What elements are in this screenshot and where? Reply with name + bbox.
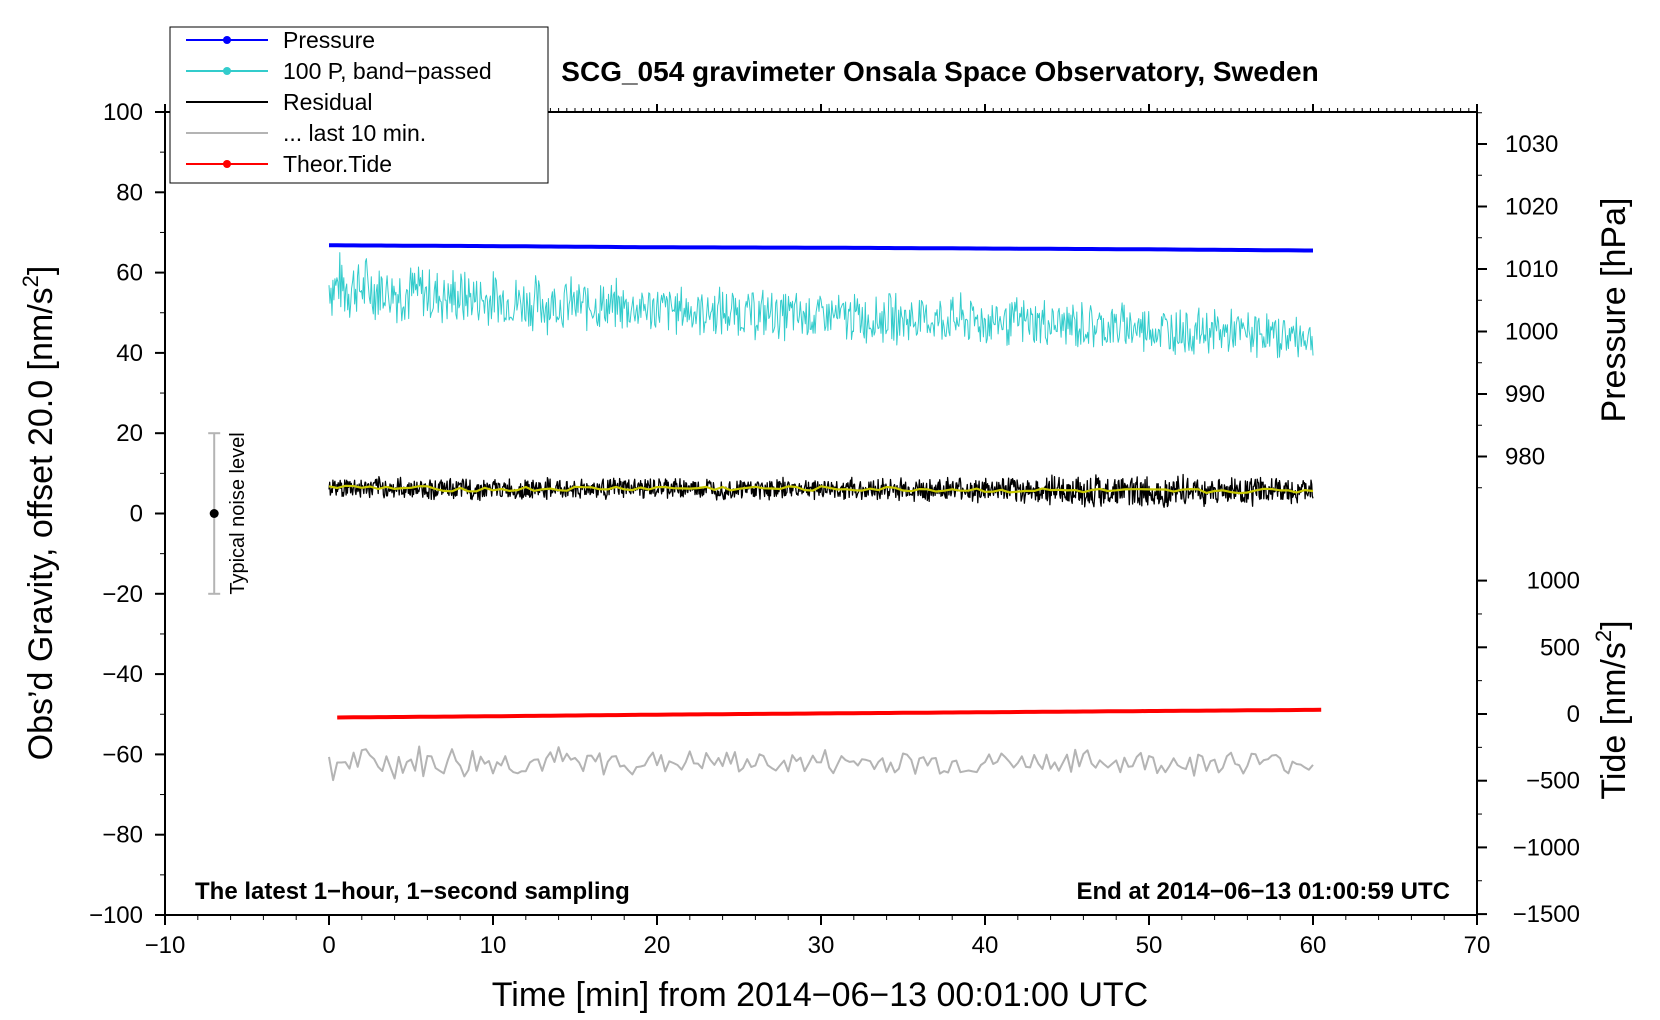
- pressure-tick-label: 1030: [1505, 131, 1558, 158]
- x-tick-label: 30: [808, 932, 835, 959]
- y-left-axis-ticks: 100 80 60 40 20 0 −20 −40 −60 −80 −100: [89, 99, 165, 929]
- tide-tick-label: 1000: [1527, 568, 1580, 595]
- tide-label-end: ]: [1595, 620, 1633, 629]
- legend-marker-100-p-band-passed: [223, 67, 231, 75]
- legend-marker-pressure: [223, 36, 231, 44]
- noise-bar-center-dot: [209, 509, 219, 518]
- pressure-tick-label: 1020: [1505, 194, 1558, 221]
- legend-label-residual: Residual: [283, 89, 373, 115]
- chart-title: SCG_054 gravimeter Onsala Space Observat…: [561, 56, 1318, 87]
- y-tick-label: −100: [89, 902, 143, 929]
- pressure-tick-label: 980: [1505, 444, 1545, 471]
- pressure-axis-label: Pressure [hPa]: [1595, 198, 1633, 423]
- annotation-right: End at 2014−06−13 01:00:59 UTC: [1076, 878, 1450, 905]
- tide-tick-label: 500: [1540, 634, 1580, 661]
- legend-label-theor-tide: Theor.Tide: [283, 151, 392, 177]
- y-left-label-sup: 2: [18, 275, 43, 287]
- y-tick-label: −40: [102, 661, 143, 688]
- tide-tick-label: −1000: [1513, 834, 1580, 861]
- pressure-axis-ticks: 1030 1020 1010 1000 990 980: [1477, 112, 1558, 489]
- pressure-tick-label: 1010: [1505, 256, 1558, 283]
- y-tick-label: 100: [103, 99, 143, 126]
- x-tick-label: −10: [145, 932, 186, 959]
- legend-label-100-p-band-passed: 100 P, band−passed: [283, 58, 492, 84]
- series-layer: [328, 243, 1322, 782]
- x-tick-label: 50: [1136, 932, 1163, 959]
- series-line-theor-tide: [337, 707, 1322, 720]
- x-tick-label: 60: [1300, 932, 1327, 959]
- legend: Pressure 100 P, band−passed Residual ... la…: [169, 26, 549, 184]
- y-tick-label: 80: [116, 179, 143, 206]
- series-line-residual-smoothed: [328, 484, 1314, 495]
- noise-bar-label: Typical noise level: [227, 432, 249, 594]
- x-tick-label: 20: [644, 932, 671, 959]
- x-axis-ticks: −10 0 10 20 30 40 50 60 70: [145, 104, 1491, 959]
- tide-label-main: Tide [nm/s: [1595, 642, 1633, 799]
- x-axis-label: Time [min] from 2014−06−13 00:01:00 UTC: [492, 976, 1148, 1014]
- legend-label-pressure: Pressure: [283, 27, 375, 53]
- tide-tick-label: 0: [1567, 701, 1580, 728]
- tide-tick-label: −500: [1526, 768, 1580, 795]
- legend-marker-theor-tide: [223, 160, 231, 168]
- y-tick-label: −20: [102, 581, 143, 608]
- y-tick-label: 20: [116, 420, 143, 447]
- y-tick-label: −60: [102, 741, 143, 768]
- y-tick-label: 60: [116, 260, 143, 287]
- tide-axis-ticks: 1000 500 0 −500 −1000 −1500: [1477, 568, 1580, 928]
- series-line-pressure: [329, 243, 1313, 253]
- y-tick-label: 40: [116, 340, 143, 367]
- y-tick-label: −80: [102, 822, 143, 849]
- annotation-left: The latest 1−hour, 1−second sampling: [195, 878, 630, 905]
- series-line-last-10-min: [328, 745, 1314, 782]
- x-tick-label: 0: [322, 932, 335, 959]
- pressure-tick-label: 990: [1505, 381, 1545, 408]
- tide-label-sup: 2: [1591, 630, 1616, 642]
- y-left-label-main: Obs’d Gravity, offset 20.0 [nm/s: [22, 287, 60, 760]
- pressure-tick-label: 1000: [1505, 319, 1558, 346]
- y-left-label-end: ]: [22, 266, 60, 275]
- x-tick-label: 10: [480, 932, 507, 959]
- tide-axis-label: Tide [nm/s2]: [1591, 620, 1633, 799]
- x-tick-label: 40: [972, 932, 999, 959]
- plot-frame: [164, 111, 1478, 916]
- legend-box: [169, 26, 549, 184]
- series-line-100-p-band-passed: [328, 252, 1314, 359]
- tide-tick-label: −1500: [1513, 901, 1580, 928]
- x-tick-label: 70: [1464, 932, 1491, 959]
- y-tick-label: 0: [130, 501, 143, 528]
- y-left-axis-label: Obs’d Gravity, offset 20.0 [nm/s2]: [18, 266, 60, 761]
- legend-label-last-10-min: ... last 10 min.: [283, 120, 426, 146]
- noise-bar: Typical noise level: [208, 432, 249, 595]
